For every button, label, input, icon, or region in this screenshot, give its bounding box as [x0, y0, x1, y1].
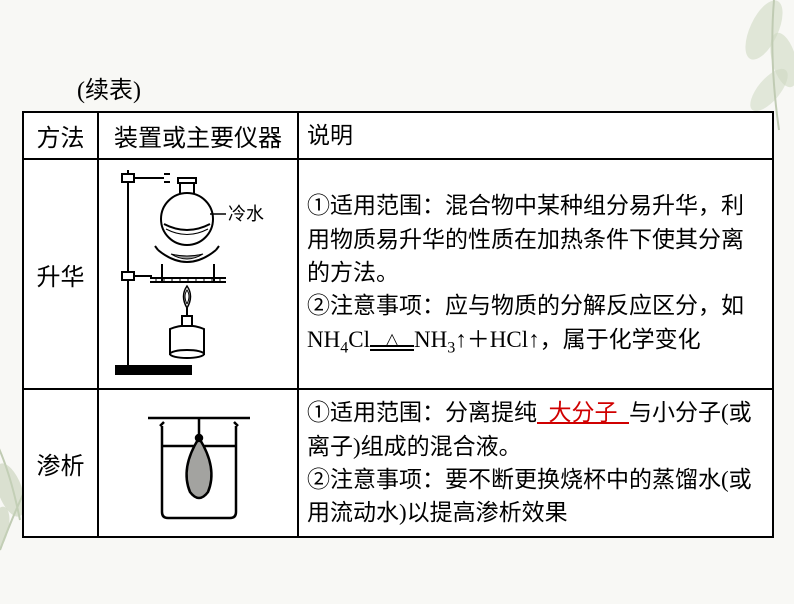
- header-desc: 说明: [298, 112, 773, 159]
- desc-text: NH: [414, 327, 447, 352]
- header-apparatus: 装置或主要仪器: [98, 112, 298, 159]
- desc-text: ②注意事项：要不断更换烧杯中的蒸馏水(或用流动水)以提高渗析效果: [307, 467, 752, 525]
- desc-text: ①适用范围：混合物中某种组分易升华，利用物质易升华的性质在加热条件下使其分离的方…: [307, 193, 744, 285]
- method-cell-dialysis: 渗析: [23, 389, 98, 536]
- desc-text: ①适用范围：分离提纯: [307, 400, 537, 425]
- underline-space: [537, 400, 549, 425]
- desc-cell-dialysis: ①适用范围：分离提纯 大分子 与小分子(或离子)组成的混合液。 ②注意事项：要不…: [298, 389, 773, 536]
- desc-cell-sublimation: ①适用范围：混合物中某种组分易升华，利用物质易升华的性质在加热条件下使其分离的方…: [298, 159, 773, 389]
- apparatus-cell-sublimation: 冷水: [98, 159, 298, 389]
- content-area: (续表) 方法 装置或主要仪器 说明 升华: [22, 70, 774, 538]
- table-row: 渗析: [23, 389, 773, 536]
- desc-text: ↑＋HCl↑，属于化学变化: [455, 327, 700, 352]
- method-cell-sublimation: 升华: [23, 159, 98, 389]
- apparatus-cell-dialysis: [98, 389, 298, 536]
- table-header-row: 方法 装置或主要仪器 说明: [23, 112, 773, 159]
- table-caption: (续表): [77, 70, 774, 105]
- heating-equals-symbol: △: [370, 332, 414, 351]
- dialysis-apparatus-diagram: [138, 396, 258, 526]
- header-method: 方法: [23, 112, 98, 159]
- table-row: 升华: [23, 159, 773, 389]
- cold-water-label: 冷水: [228, 204, 264, 224]
- highlight-text: 大分子: [549, 400, 618, 425]
- sublimation-apparatus-diagram: 冷水: [108, 164, 288, 379]
- underline-space: [618, 400, 630, 425]
- methods-table: 方法 装置或主要仪器 说明 升华: [22, 111, 774, 538]
- desc-text: Cl: [348, 327, 370, 352]
